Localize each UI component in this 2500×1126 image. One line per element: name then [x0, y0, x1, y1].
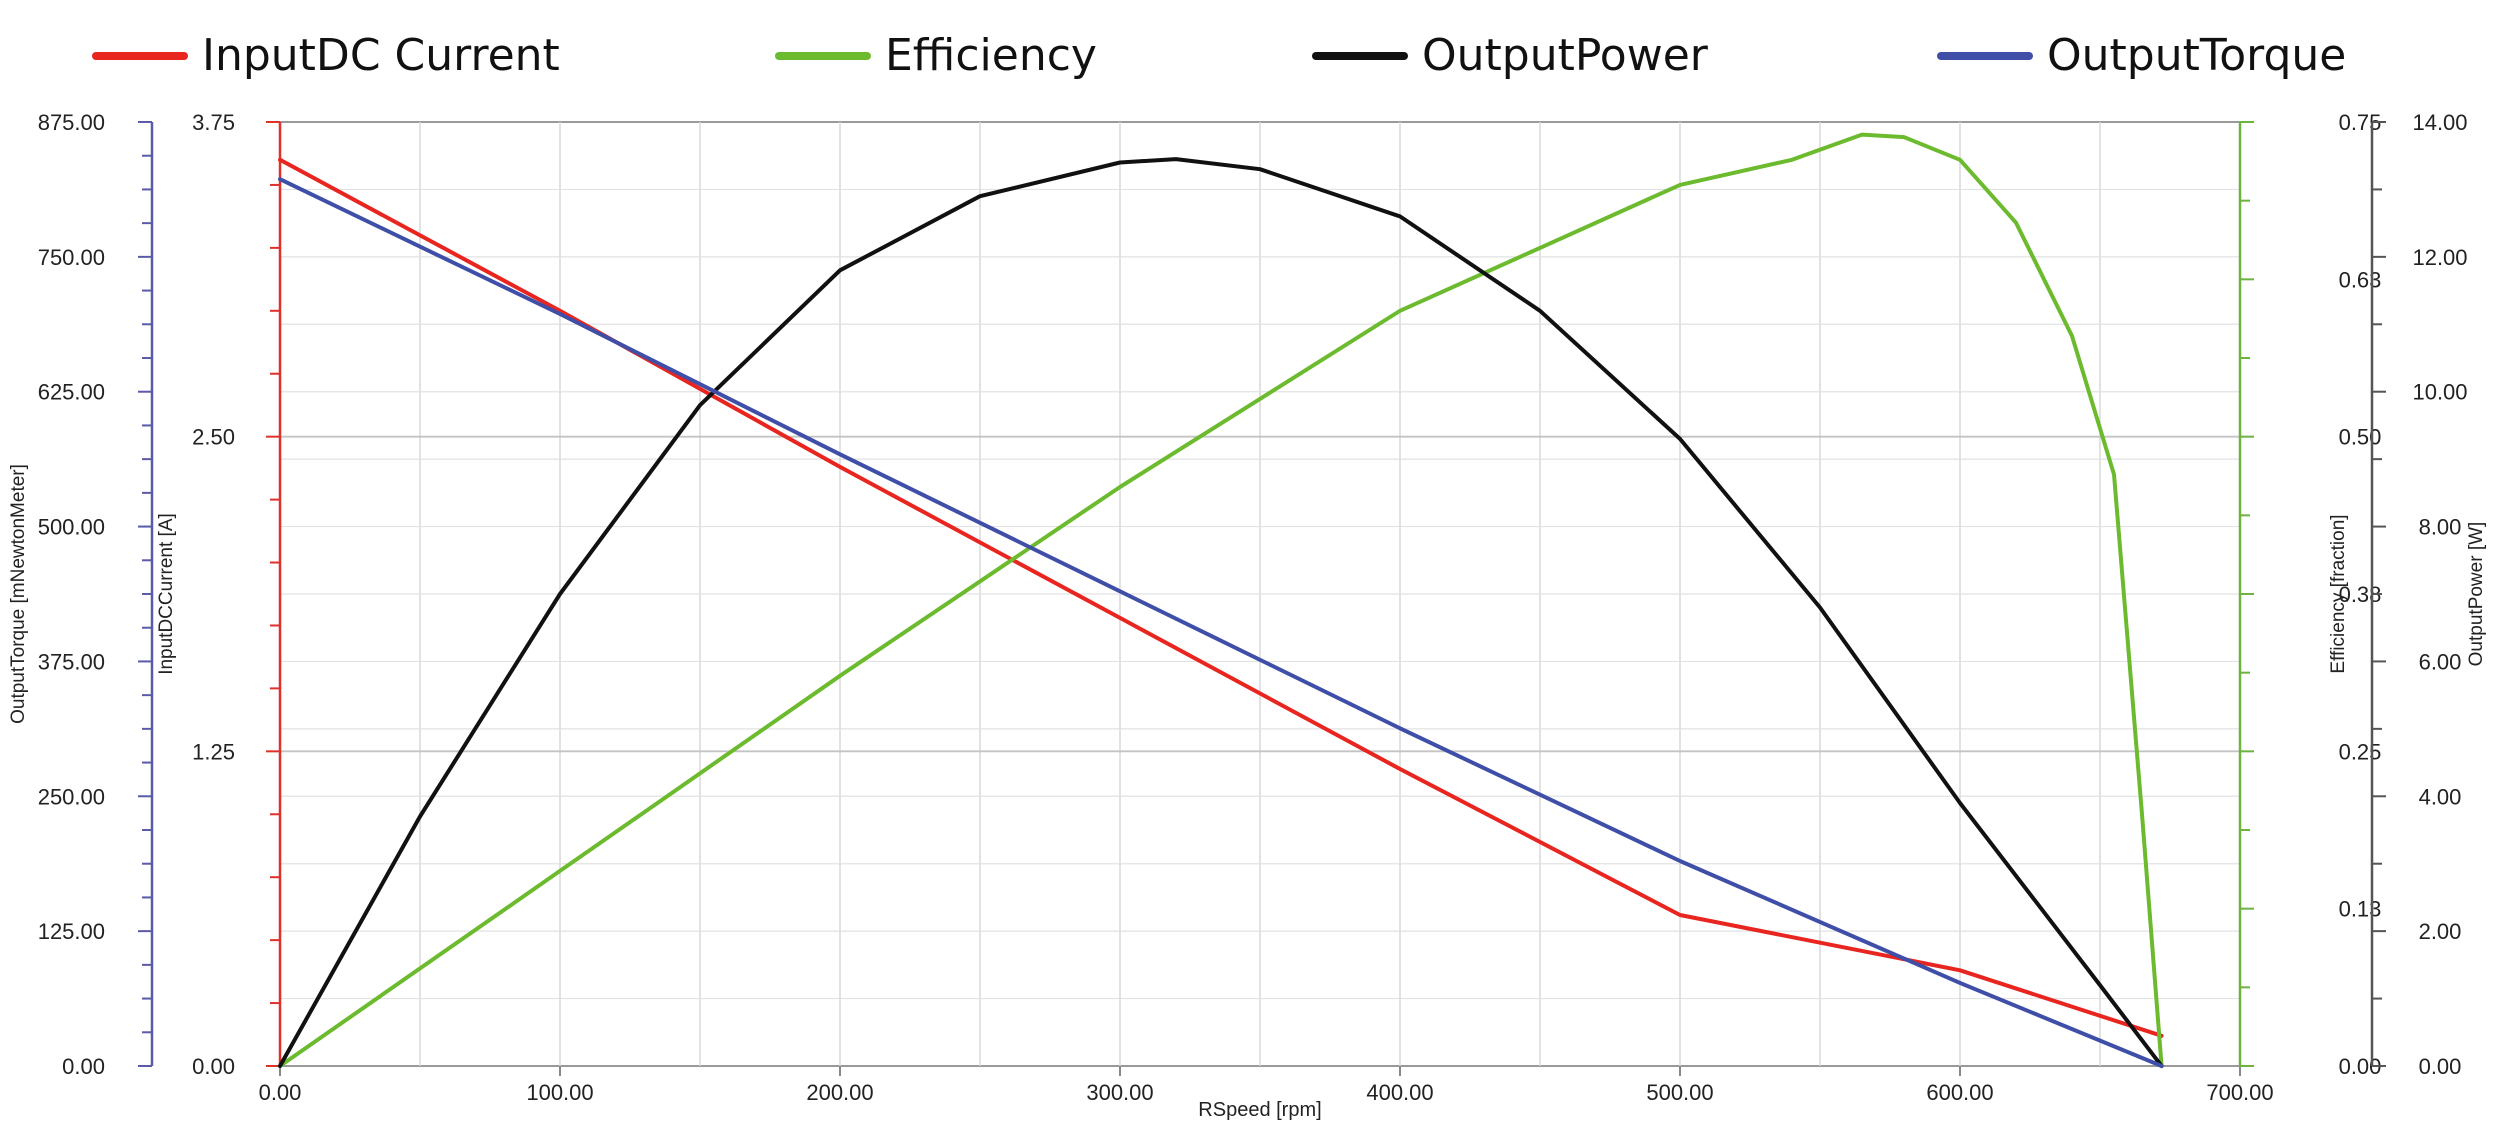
y-axis-title-power: OutputPower [W]: [2466, 522, 2487, 667]
data-point-efficiency: [1539, 246, 1542, 249]
data-point-current: [1959, 969, 1962, 972]
data-point-efficiency: [1903, 136, 1906, 139]
data-point-power: [1959, 802, 1962, 805]
x-axis-title: RSpeed [rpm]: [1198, 1099, 1321, 1121]
legend-swatch-efficiency: [775, 51, 871, 60]
y-tick-label-power: 12.00: [2412, 245, 2467, 270]
x-tick-label: 500.00: [1646, 1080, 1713, 1105]
data-point-efficiency: [1959, 158, 1962, 161]
legend-item-current: InputDC Current: [92, 30, 560, 81]
legend-label-efficiency: Efficiency: [885, 30, 1097, 81]
data-point-current: [1119, 616, 1122, 619]
y-tick-label-current: 1.25: [192, 739, 235, 764]
data-point-efficiency: [2113, 473, 2116, 476]
x-tick-label: 200.00: [806, 1080, 873, 1105]
y-tick-label-efficiency: 0.63: [2339, 267, 2382, 292]
data-point-current: [1399, 767, 1402, 770]
y-tick-label-torque: 0.00: [62, 1054, 105, 1079]
data-point-current: [839, 465, 842, 468]
data-point-efficiency: [1861, 133, 1864, 136]
data-point-efficiency: [1119, 486, 1122, 489]
data-point-torque: [1119, 590, 1122, 593]
legend-label-current: InputDC Current: [202, 30, 560, 81]
legend-swatch-current: [92, 51, 188, 60]
data-point-torque: [559, 313, 562, 316]
data-point-power: [279, 1065, 282, 1068]
data-point-power: [699, 404, 702, 407]
y-tick-label-torque: 875.00: [38, 110, 105, 135]
legend-label-torque: OutputTorque: [2047, 30, 2347, 81]
legend-swatch-torque: [1937, 51, 2033, 60]
data-point-power: [1259, 168, 1262, 171]
series-line-torque: [278, 177, 2164, 1068]
data-point-power: [1175, 158, 1178, 161]
data-point-power: [979, 195, 982, 198]
data-point-current: [279, 158, 282, 161]
x-tick-label: 100.00: [526, 1080, 593, 1105]
y-tick-label-torque: 250.00: [38, 784, 105, 809]
legend-swatch-power: [1312, 51, 1408, 60]
legend-item-power: OutputPower: [1312, 30, 1708, 81]
y-tick-label-power: 6.00: [2419, 649, 2462, 674]
data-point-efficiency: [1791, 158, 1794, 161]
x-tick-label: 700.00: [2206, 1080, 2273, 1105]
data-point-power: [1679, 437, 1682, 440]
chart-legend: InputDC Current Efficiency OutputPower O…: [0, 0, 2500, 110]
data-point-efficiency: [2071, 334, 2074, 337]
data-point-efficiency: [1399, 309, 1402, 312]
data-point-torque: [279, 178, 282, 181]
legend-label-power: OutputPower: [1422, 30, 1708, 81]
y-axis-title-torque: OutputTorque [mNewtonMeter]: [8, 464, 29, 724]
y-tick-label-efficiency: 0.25: [2339, 739, 2382, 764]
data-point-torque: [1679, 860, 1682, 863]
y-tick-label-power: 0.00: [2419, 1054, 2462, 1079]
series-line-efficiency: [278, 132, 2164, 1068]
x-tick-label: 400.00: [1366, 1080, 1433, 1105]
data-point-current: [1679, 913, 1682, 916]
y-tick-label-power: 4.00: [2419, 784, 2462, 809]
legend-item-efficiency: Efficiency: [775, 30, 1097, 81]
data-point-power: [839, 269, 842, 272]
y-tick-label-power: 14.00: [2412, 110, 2467, 135]
data-point-power: [419, 815, 422, 818]
data-point-efficiency: [2141, 813, 2144, 816]
y-tick-label-efficiency: 0.13: [2339, 897, 2382, 922]
data-point-efficiency: [559, 869, 562, 872]
data-point-power: [1399, 215, 1402, 218]
y-tick-label-power: 8.00: [2419, 515, 2462, 540]
x-tick-label: 0.00: [259, 1080, 302, 1105]
data-point-power: [1539, 309, 1542, 312]
data-point-efficiency: [1679, 183, 1682, 186]
data-point-power: [559, 593, 562, 596]
x-tick-label: 600.00: [1926, 1080, 1993, 1105]
y-tick-label-torque: 375.00: [38, 649, 105, 674]
y-tick-label-current: 3.75: [192, 110, 235, 135]
x-tick-label: 300.00: [1086, 1080, 1153, 1105]
y-tick-label-efficiency: 0.50: [2339, 425, 2382, 450]
y-tick-label-torque: 750.00: [38, 245, 105, 270]
y-tick-label-torque: 500.00: [38, 515, 105, 540]
y-tick-label-torque: 625.00: [38, 380, 105, 405]
data-point-efficiency: [839, 674, 842, 677]
data-point-power: [1119, 161, 1122, 164]
data-point-power: [1819, 606, 1822, 609]
y-tick-label-current: 2.50: [192, 425, 235, 450]
y-axis-title-current: InputDCCurrent [A]: [156, 513, 177, 675]
y-tick-label-current: 0.00: [192, 1054, 235, 1079]
data-point-efficiency: [2015, 221, 2018, 224]
data-point-torque: [2160, 1065, 2163, 1068]
data-point-power: [2099, 984, 2102, 987]
data-point-torque: [839, 453, 842, 456]
y-tick-label-torque: 125.00: [38, 919, 105, 944]
data-point-torque: [1959, 981, 1962, 984]
data-point-torque: [1399, 727, 1402, 730]
series-line-power: [278, 157, 2164, 1068]
y-tick-label-power: 10.00: [2412, 380, 2467, 405]
legend-item-torque: OutputTorque: [1937, 30, 2346, 81]
y-tick-label-power: 2.00: [2419, 919, 2462, 944]
y-axis-title-efficiency: Efficiency [fraction]: [2328, 514, 2349, 673]
